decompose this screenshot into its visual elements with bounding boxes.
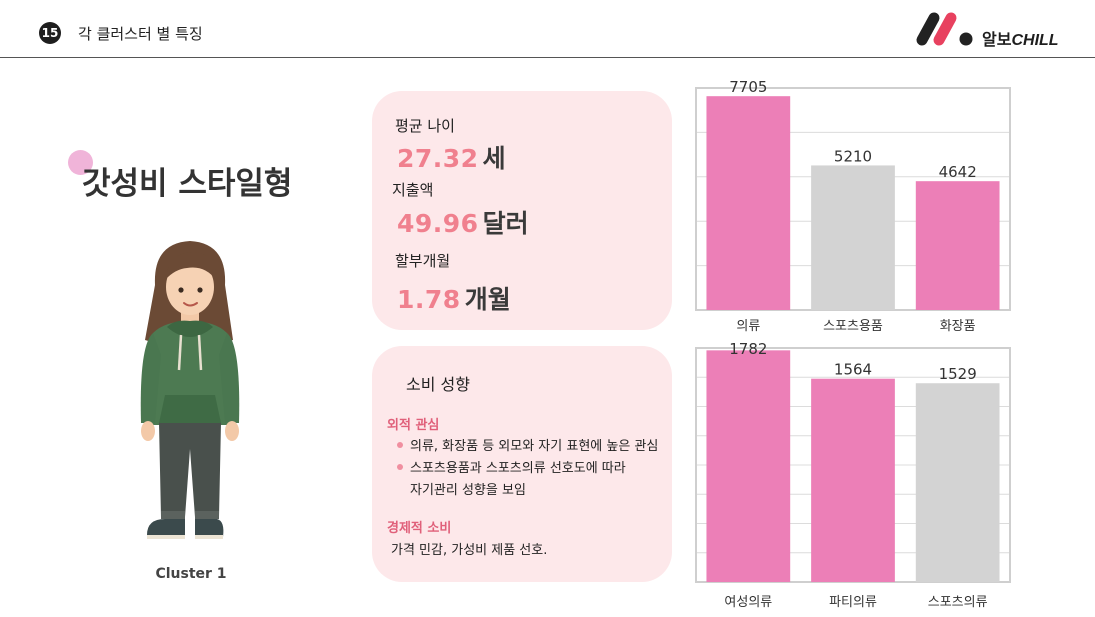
installment-value: 1.78 <box>397 285 461 314</box>
bullet-appearance-1: 의류, 화장품 등 외모와 자기 표현에 높은 관심 <box>397 435 658 454</box>
section-title-appearance: 외적 관심 <box>387 418 440 433</box>
category-label-3: 화장품 <box>940 319 976 334</box>
page-title: 각 클러스터 별 특징 <box>78 25 203 43</box>
economic-text: 가격 민감, 가성비 제품 선호. <box>391 543 548 558</box>
data-label-2: 5210 <box>834 147 872 165</box>
spend-value: 49.96 <box>397 209 479 238</box>
bullet-text: 의류, 화장품 등 외모와 자기 표현에 높은 관심 <box>410 439 659 454</box>
stats-card: 평균 나이 27.32 세 지출액 49.96 달러 할부개월 1.78 개월 <box>372 91 672 330</box>
category-label-1: 여성의류 <box>724 595 772 610</box>
age-value: 27.32 <box>397 144 479 173</box>
bullet-appearance-2: 스포츠용품과 스포츠의류 선호도에 따라 <box>397 457 626 476</box>
header: 15 각 클러스터 별 특징 알보CHILL <box>0 0 1095 58</box>
cluster-label: Cluster 1 <box>155 566 227 582</box>
bar-2 <box>811 165 895 310</box>
character-illustration <box>125 235 255 550</box>
logo-text-en: CHILL <box>1011 32 1059 49</box>
chart-bottom: 1782 여성의류 1564 파티의류 1529 스포츠의류 <box>690 340 1020 617</box>
category-label-1: 의류 <box>736 319 760 334</box>
data-label-1: 1782 <box>729 340 767 358</box>
chart-bottom-svg: 1782 여성의류 1564 파티의류 1529 스포츠의류 <box>695 340 1011 610</box>
brand-logo: 알보CHILL <box>912 10 1072 50</box>
age-label: 평균 나이 <box>395 117 455 135</box>
spend-label: 지출액 <box>392 181 434 199</box>
section-title-economic: 경제적 소비 <box>387 521 452 536</box>
data-label-3: 1529 <box>939 365 977 383</box>
spend-stat: 49.96 달러 <box>397 204 529 240</box>
bullet-dot-icon <box>397 464 403 470</box>
category-label-2: 파티의류 <box>829 595 877 610</box>
bar-3 <box>915 383 1000 582</box>
traits-title: 소비 성향 <box>406 375 470 394</box>
logo-mark-icon <box>916 12 973 46</box>
category-label-3: 스포츠의류 <box>928 595 988 610</box>
bullet-appearance-2-continued: 자기관리 성향을 보임 <box>410 483 526 498</box>
bar-2 <box>811 378 895 582</box>
installment-unit: 개월 <box>464 285 511 314</box>
spend-unit: 달러 <box>482 209 529 238</box>
cluster-title: 갓성비 스타일형 <box>82 166 293 202</box>
installment-label: 할부개월 <box>395 252 451 270</box>
page-number-badge: 15 <box>39 22 61 44</box>
installment-stat: 1.78 개월 <box>397 280 511 316</box>
logo-text-ko: 알보 <box>982 30 1012 49</box>
decorative-dot <box>68 150 93 175</box>
chart-top: 7705 의류 5210 스포츠용품 4642 화장품 <box>690 78 1020 340</box>
data-label-3: 4642 <box>939 163 977 181</box>
bullet-dot-icon <box>397 442 403 448</box>
bar-1 <box>706 350 791 582</box>
age-stat: 27.32 세 <box>397 139 506 175</box>
category-label-2: 스포츠용품 <box>823 319 883 334</box>
logo-text: 알보CHILL <box>982 26 1059 50</box>
data-label-2: 1564 <box>834 361 872 379</box>
data-label-1: 7705 <box>729 78 767 96</box>
traits-card: 소비 성향 외적 관심 의류, 화장품 등 외모와 자기 표현에 높은 관심 스… <box>372 346 672 582</box>
bar-1 <box>706 96 791 310</box>
chart-top-svg: 7705 의류 5210 스포츠용품 4642 화장품 <box>695 78 1011 334</box>
age-unit: 세 <box>482 144 506 173</box>
bar-3 <box>915 181 1000 310</box>
bullet-text: 스포츠용품과 스포츠의류 선호도에 따라 <box>410 461 626 476</box>
